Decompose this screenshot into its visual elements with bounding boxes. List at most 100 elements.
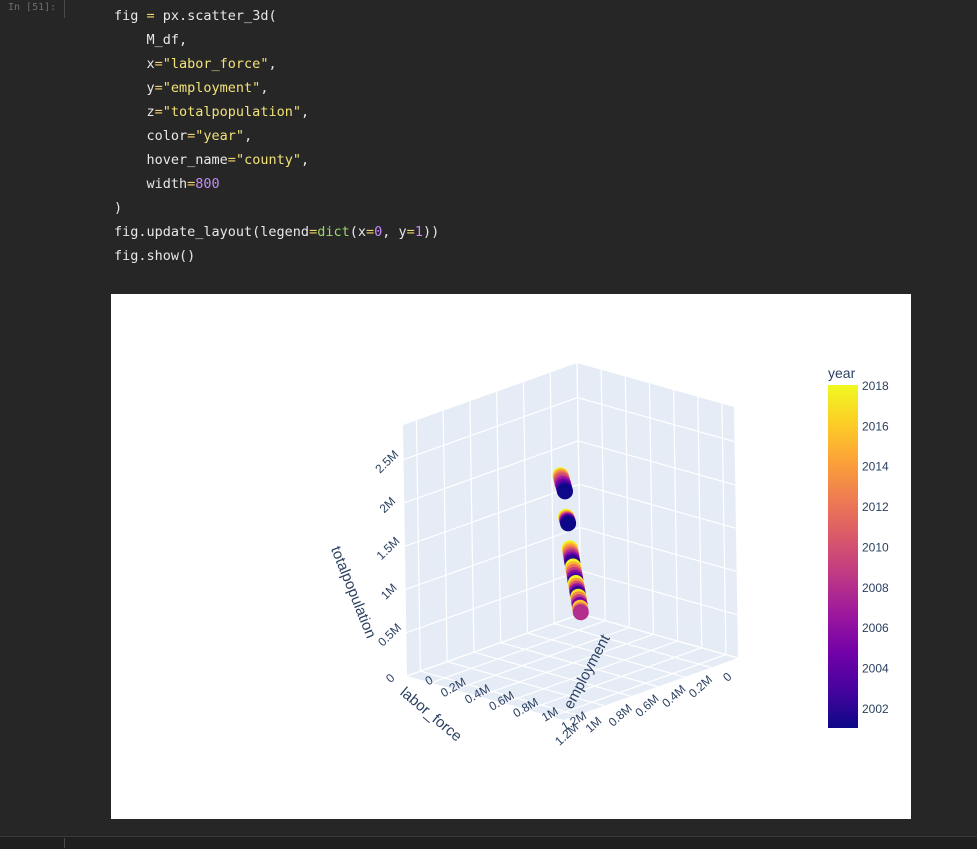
scatter-3d-chart[interactable]: 1.2M 1M 0.8M0.6M0.4M0.2M 00 0.2M0.4M0.6M0.8M… (111, 294, 911, 819)
code-token: "labor_force" (162, 56, 269, 72)
colorbar-tick-label: 2012 (862, 500, 889, 514)
code-token: = (154, 104, 163, 120)
code-token: , (244, 128, 253, 144)
x-tick-label: 0.6M (632, 691, 661, 719)
code-line: z="totalpopulation", (114, 100, 439, 124)
code-token: fig.update_layout(legend (114, 224, 310, 240)
grid-line (469, 401, 475, 653)
z-tick-label: 0.5M (375, 621, 404, 650)
grid-line (721, 403, 727, 655)
floor (407, 614, 738, 720)
grid-line (673, 390, 679, 642)
code-token: , (260, 80, 269, 96)
colorbar-tick-label: 2014 (862, 460, 889, 474)
code-line: fig.show() (114, 244, 439, 268)
data-point (560, 515, 577, 532)
code-line: y="employment", (114, 76, 439, 100)
code-line: M_df, (114, 28, 439, 52)
grid-line (500, 642, 658, 688)
grid-line (479, 633, 654, 697)
code-token: , (268, 56, 277, 72)
code-token: z (114, 104, 155, 120)
z-tick-label: 0 (383, 671, 398, 686)
code-token: hover_name (114, 152, 228, 168)
grid-line (406, 570, 581, 634)
code-token: color (114, 128, 188, 144)
grid-line (554, 622, 712, 669)
data-point (572, 604, 589, 621)
code-token: "totalpopulation" (162, 104, 301, 120)
code-editor[interactable]: fig = px.scatter_3d( M_df, x = "labor_forc… (114, 4, 439, 268)
code-token: dict (317, 224, 350, 240)
code-token: fig.show() (114, 248, 196, 264)
code-token: = (187, 128, 196, 144)
grid-line (503, 640, 678, 704)
colorbar-tick-label: 2004 (862, 662, 889, 676)
code-line: hover_name="county", (114, 148, 439, 172)
code-line: ) (114, 196, 439, 220)
code-token: width (114, 176, 188, 192)
plot-output[interactable]: 1.2M 1M 0.8M 0.6M 0.4M 0.2M 0 0 0.2M 0.4M 0.6M 0.8M… (111, 294, 911, 819)
colorbar-tick-label: 2006 (862, 621, 889, 635)
grid-line (496, 391, 502, 643)
code-line: fig.update_layout(legend=dict(x=0, y=1)) (114, 220, 439, 244)
grid-line (549, 372, 555, 624)
code-token: = (187, 176, 196, 192)
code-token: "county" (235, 152, 301, 168)
code-token: 0 (374, 224, 383, 240)
code-line: width=800 (114, 172, 439, 196)
cell-prompt: In [51]: (8, 2, 57, 13)
grid-line (551, 654, 727, 718)
colorbar-tick-label: 2018 (862, 379, 889, 393)
grid-line (578, 440, 736, 486)
code-token: x (114, 56, 155, 72)
code-token: "year" (195, 128, 245, 144)
colorbar-tick-label: 2002 (862, 702, 889, 716)
code-token: y (114, 80, 155, 96)
colorbar-tick-label: 2016 (862, 419, 889, 433)
prompt-divider (64, 0, 65, 18)
grid-line (580, 613, 739, 659)
grid-line (600, 369, 606, 621)
code-token: = (146, 8, 155, 24)
grid-line (579, 526, 737, 573)
code-token: "employment" (162, 80, 261, 96)
scatter-points (552, 467, 589, 621)
z-tick-label: 1M (378, 581, 400, 603)
grid-line (522, 382, 529, 634)
code-token: , (300, 152, 310, 168)
grid-line (430, 620, 606, 684)
colorbar: year 2018 2016 2014 2012 2010 2008 2006 2004 2002 (828, 365, 889, 728)
colorbar-tick-label: 2008 (862, 581, 889, 595)
code-token: 800 (195, 176, 220, 192)
grid-line (404, 483, 580, 547)
grid-line (455, 626, 630, 691)
colorbar-title: year (828, 365, 856, 381)
grid-line (578, 483, 737, 529)
code-token: = (154, 80, 163, 96)
z-axis-title: totalpopulation (327, 544, 379, 641)
code-token: (x (349, 224, 366, 240)
code-token: , y (382, 224, 407, 240)
grid-line (697, 396, 703, 648)
code-token: = (406, 224, 415, 240)
code-token: 1 (414, 224, 423, 240)
grid-line (403, 397, 578, 461)
code-line: color="year", (114, 124, 439, 148)
z-tick-label: 2M (377, 494, 399, 516)
grid-line (577, 397, 735, 443)
grid-line (442, 410, 448, 662)
code-token: , (300, 104, 310, 120)
code-token: ) (114, 200, 123, 216)
next-cell-edge (0, 836, 977, 849)
code-token: fig (114, 8, 147, 24)
code-token: = (309, 224, 318, 240)
grid-line (624, 376, 630, 628)
code-token: px.scatter_3d( (154, 8, 277, 24)
grid-line (473, 651, 632, 697)
next-cell-divider (64, 838, 65, 848)
colorbar-gradient (828, 385, 858, 728)
code-token: = (227, 152, 236, 168)
code-token: )) (422, 224, 440, 240)
